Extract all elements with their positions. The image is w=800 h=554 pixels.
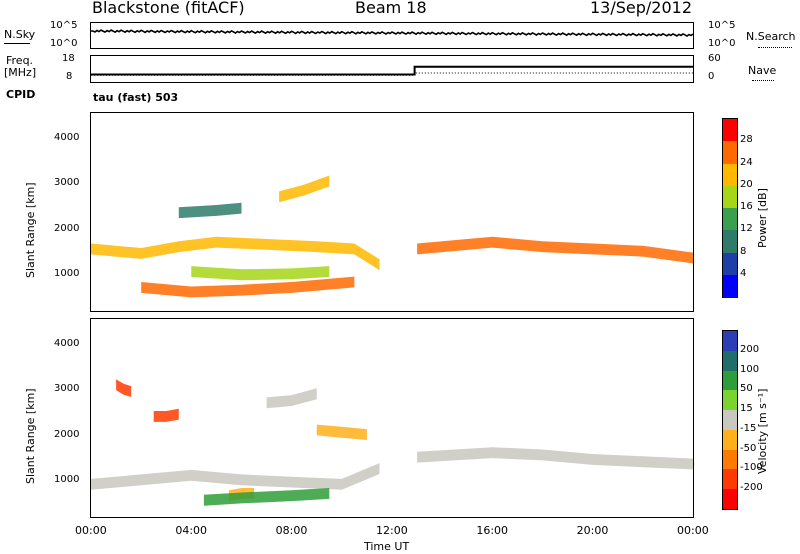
velocity-ytick-1: 2000 xyxy=(54,428,80,440)
power-band-2 xyxy=(191,266,330,281)
velocity-colorbar xyxy=(722,330,738,510)
cpid-label: CPID xyxy=(6,88,36,101)
velocity-scale-tick-1: 100 xyxy=(740,363,760,375)
power-ytick-2: 3000 xyxy=(54,177,80,189)
date-title: 13/Sep/2012 xyxy=(590,0,693,17)
velocity-bar-swatch-0 xyxy=(723,331,737,352)
nave-legend-line xyxy=(752,80,774,81)
velocity-panel xyxy=(90,318,694,518)
velocity-band-6 xyxy=(316,424,367,440)
velocity-band-3 xyxy=(153,408,179,422)
power-scale-tick-1: 8 xyxy=(740,245,747,257)
nsky-label: N.Sky xyxy=(4,28,36,41)
xtick-4: 16:00 xyxy=(476,524,509,537)
velocity-bar-swatch-8 xyxy=(723,489,737,510)
velocity-heatmap xyxy=(91,379,693,506)
power-ytick-3: 4000 xyxy=(54,131,80,143)
nave-tick-top: 60 xyxy=(708,53,721,64)
noise-tick-right-bottom: 10^0 xyxy=(708,38,736,49)
power-band-4 xyxy=(417,236,693,264)
nave-label: Nave xyxy=(748,64,777,77)
noise-tick-left-top: 10^5 xyxy=(50,20,78,31)
xtick-3: 12:00 xyxy=(376,524,408,537)
power-bar-swatch-5 xyxy=(723,230,737,253)
velocity-bar-swatch-4 xyxy=(723,410,737,431)
xtick-1: 04:00 xyxy=(175,524,208,537)
power-bar-swatch-1 xyxy=(723,141,737,164)
power-bar-swatch-7 xyxy=(723,274,737,298)
noise-tick-right-top: 10^5 xyxy=(708,20,736,31)
velocity-bar-swatch-6 xyxy=(723,449,737,470)
cpid-value: tau (fast) 503 xyxy=(93,91,179,104)
velocity-bar-swatch-2 xyxy=(723,370,737,391)
noise-panel xyxy=(90,22,694,49)
noise-tick-left-bottom: 10^0 xyxy=(50,38,78,49)
noise-trace xyxy=(91,29,694,37)
nsky-trace xyxy=(91,29,694,37)
power-bar-swatch-4 xyxy=(723,208,737,231)
velocity-scale-tick-5: -50 xyxy=(740,442,757,454)
nave-tick-bottom: 0 xyxy=(708,71,715,82)
power-scale-tick-0: 4 xyxy=(740,267,747,279)
power-scale-tick-2: 12 xyxy=(740,223,753,235)
freq-panel xyxy=(90,55,694,83)
power-ytick-0: 1000 xyxy=(54,267,80,279)
xtick-2: 08:00 xyxy=(275,524,308,537)
nsky-legend-line xyxy=(4,43,30,44)
freq-tick-top: 18 xyxy=(62,53,75,64)
power-heatmap xyxy=(91,175,693,298)
nave-series xyxy=(91,72,693,76)
power-colorbar xyxy=(722,118,738,298)
velocity-scale-tick-6: -100 xyxy=(740,462,763,474)
velocity-scale-label: Velocity [m s⁻¹] xyxy=(756,388,769,474)
velocity-scale-tick-4: -15 xyxy=(740,422,757,434)
freq-unit-label: [MHz] xyxy=(4,66,37,79)
velocity-band-1 xyxy=(417,447,693,470)
freq-trace xyxy=(91,65,693,76)
velocity-band-0 xyxy=(91,463,380,490)
velocity-ytick-0: 1000 xyxy=(54,473,80,485)
power-scale-tick-4: 20 xyxy=(740,178,753,190)
velocity-ytick-3: 4000 xyxy=(54,337,80,349)
velocity-ytick-2: 3000 xyxy=(54,383,80,395)
y-axis-label-power: Slant Range [km] xyxy=(24,182,37,278)
xtick-6: 00:00 xyxy=(677,524,709,537)
velocity-scale-tick-7: -200 xyxy=(740,482,763,494)
power-band-3 xyxy=(279,175,330,203)
velocity-bar-swatch-5 xyxy=(723,429,737,451)
velocity-band-7 xyxy=(266,388,317,409)
y-axis-label-velocity: Slant Range [km] xyxy=(24,388,37,484)
site-title: Blackstone (fitACF) xyxy=(92,0,245,17)
power-bar-swatch-0 xyxy=(723,119,737,142)
velocity-scale-tick-0: 200 xyxy=(740,343,760,355)
power-ytick-1: 2000 xyxy=(54,222,80,234)
power-bar-swatch-6 xyxy=(723,252,737,276)
power-bar-swatch-3 xyxy=(723,185,737,209)
xtick-0: 00:00 xyxy=(75,524,107,537)
power-scale-tick-3: 16 xyxy=(740,201,753,212)
nsearch-legend-line xyxy=(758,47,792,48)
xtick-5: 20:00 xyxy=(576,524,609,537)
x-axis-label: Time UT xyxy=(364,540,410,553)
frequency-series xyxy=(91,65,693,76)
velocity-scale-tick-3: 15 xyxy=(740,403,753,415)
power-scale-label: Power [dB] xyxy=(756,188,769,248)
velocity-band-5 xyxy=(203,488,330,506)
freq-label: Freq. xyxy=(6,54,34,67)
velocity-scale-tick-2: 50 xyxy=(740,383,753,395)
freq-tick-bottom: 8 xyxy=(66,71,73,82)
power-scale-tick-5: 24 xyxy=(740,156,753,168)
velocity-band-4 xyxy=(116,379,132,397)
power-band-5 xyxy=(178,202,242,219)
beam-title: Beam 18 xyxy=(355,0,427,17)
power-bar-swatch-2 xyxy=(723,163,737,187)
velocity-bar-swatch-7 xyxy=(723,469,737,490)
power-scale-tick-6: 28 xyxy=(740,134,753,146)
power-band-1 xyxy=(141,276,355,298)
velocity-bar-swatch-3 xyxy=(723,390,737,411)
velocity-bar-swatch-1 xyxy=(723,350,737,372)
power-band-0 xyxy=(91,236,380,271)
nsearch-label: N.Search xyxy=(746,30,796,43)
power-panel xyxy=(90,112,694,312)
